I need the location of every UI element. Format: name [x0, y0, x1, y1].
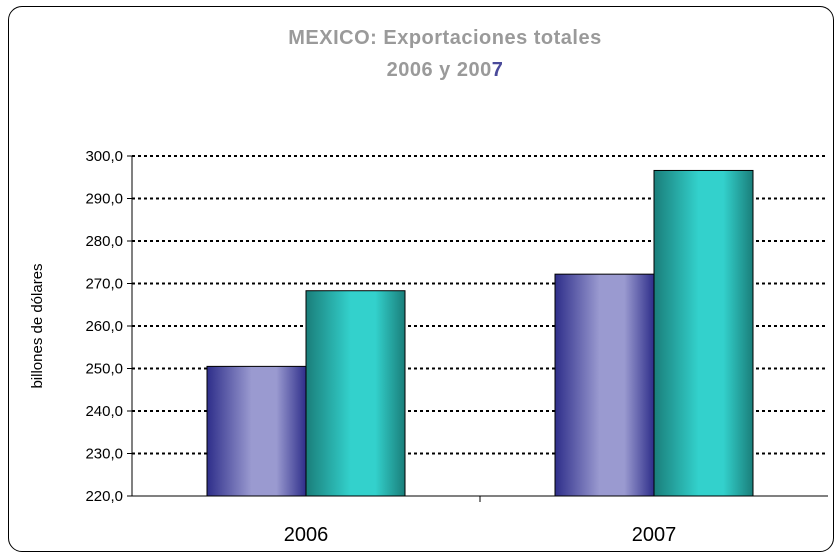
- y-tick-label: 230,0: [85, 446, 123, 463]
- y-tick-label: 250,0: [85, 361, 123, 378]
- y-axis-title: billones de dólares: [29, 263, 46, 388]
- y-tick-label: 280,0: [85, 233, 123, 250]
- chart-title: MEXICO: Exportaciones totales: [288, 27, 601, 49]
- bar-2007-series-2: [653, 169, 754, 497]
- y-tick-label: 240,0: [85, 403, 123, 420]
- bars-layer: [206, 169, 754, 497]
- chart-subtitle-main: 2006 y 200: [387, 59, 492, 81]
- y-tick-label: 220,0: [85, 488, 123, 505]
- axis-layer: 220,0 230,0 240,0 250,0 260,0 270,0 280,0 290,0…: [85, 148, 828, 546]
- y-tick-label: 300,0: [85, 148, 123, 165]
- chart-subtitle: 2006 y 2007: [387, 59, 504, 81]
- bar-2006-series-1: [206, 365, 307, 497]
- chart-subtitle-accent: 7: [492, 59, 504, 81]
- x-tick-label: 2007: [632, 524, 677, 546]
- y-tick-label: 290,0: [85, 191, 123, 208]
- y-tick-label: 260,0: [85, 318, 123, 335]
- y-tick-label: 270,0: [85, 276, 123, 293]
- bar-2007-series-1: [554, 273, 655, 497]
- x-tick-label: 2006: [284, 524, 329, 546]
- bar-2006-series-2: [305, 290, 406, 497]
